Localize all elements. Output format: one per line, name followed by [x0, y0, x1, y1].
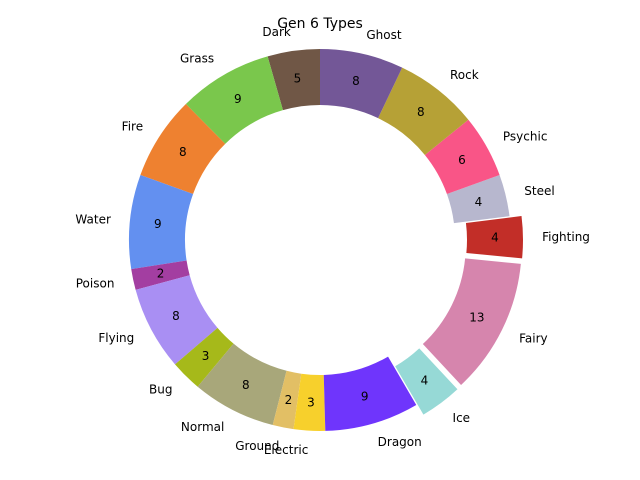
value-label-ghost: 8 [352, 74, 360, 88]
slice-ground [272, 370, 302, 430]
slice-fire [140, 104, 226, 195]
value-label-electric: 3 [307, 396, 315, 410]
value-label-fire: 8 [179, 145, 187, 159]
value-label-rock: 8 [417, 105, 425, 119]
slice-electric [293, 373, 326, 431]
category-label-dark: Dark [262, 25, 291, 39]
slice-dragon [323, 356, 417, 431]
category-label-ghost: Ghost [366, 28, 401, 42]
value-label-fairy: 13 [469, 310, 484, 324]
chart-title: Gen 6 Types [277, 16, 363, 32]
slice-steel [446, 174, 510, 224]
slice-ghost [320, 49, 403, 119]
value-label-bug: 3 [202, 349, 210, 363]
slice-poison [131, 260, 190, 290]
value-label-water: 9 [154, 217, 162, 231]
category-label-water: Water [75, 213, 111, 227]
slice-fighting [465, 215, 523, 259]
category-label-fighting: Fighting [542, 230, 590, 244]
value-label-grass: 9 [234, 92, 242, 106]
value-label-flying: 8 [172, 309, 180, 323]
value-label-ground: 2 [285, 393, 293, 407]
category-label-poison: Poison [76, 276, 115, 290]
slice-bug [175, 327, 234, 387]
value-label-ice: 4 [421, 373, 429, 387]
category-label-grass: Grass [180, 52, 214, 66]
category-label-flying: Flying [98, 331, 134, 345]
labels-group: 5 Dark 9 Grass 8 Fire 9 Water 2 Poison 8 Flying 3 Bug… [75, 25, 590, 457]
value-label-poison: 2 [157, 267, 165, 281]
category-label-fairy: Fairy [519, 331, 548, 345]
category-label-rock: Rock [450, 68, 479, 82]
category-label-electric: Electric [264, 443, 308, 457]
category-label-ground: Ground [235, 439, 279, 453]
category-label-psychic: Psychic [503, 130, 548, 144]
value-label-steel: 4 [475, 195, 483, 209]
category-label-steel: Steel [524, 184, 554, 198]
value-label-psychic: 6 [458, 153, 466, 167]
value-label-dragon: 9 [361, 390, 369, 404]
slice-dark [267, 49, 320, 111]
slice-normal [197, 343, 287, 426]
slice-grass [185, 56, 283, 144]
slices-group [129, 49, 523, 431]
category-label-dragon: Dragon [378, 435, 422, 449]
slice-flying [135, 275, 218, 365]
value-label-dark: 5 [294, 72, 302, 86]
slice-rock [378, 67, 469, 155]
value-label-normal: 8 [242, 378, 250, 392]
category-label-fire: Fire [122, 120, 143, 134]
slice-psychic [424, 119, 500, 195]
category-label-ice: Ice [453, 411, 471, 425]
value-label-fighting: 4 [491, 231, 499, 245]
slice-water [129, 174, 194, 270]
slice-ice [395, 348, 458, 415]
slice-fairy [422, 258, 521, 385]
category-label-bug: Bug [149, 383, 172, 397]
category-label-normal: Normal [181, 420, 224, 434]
